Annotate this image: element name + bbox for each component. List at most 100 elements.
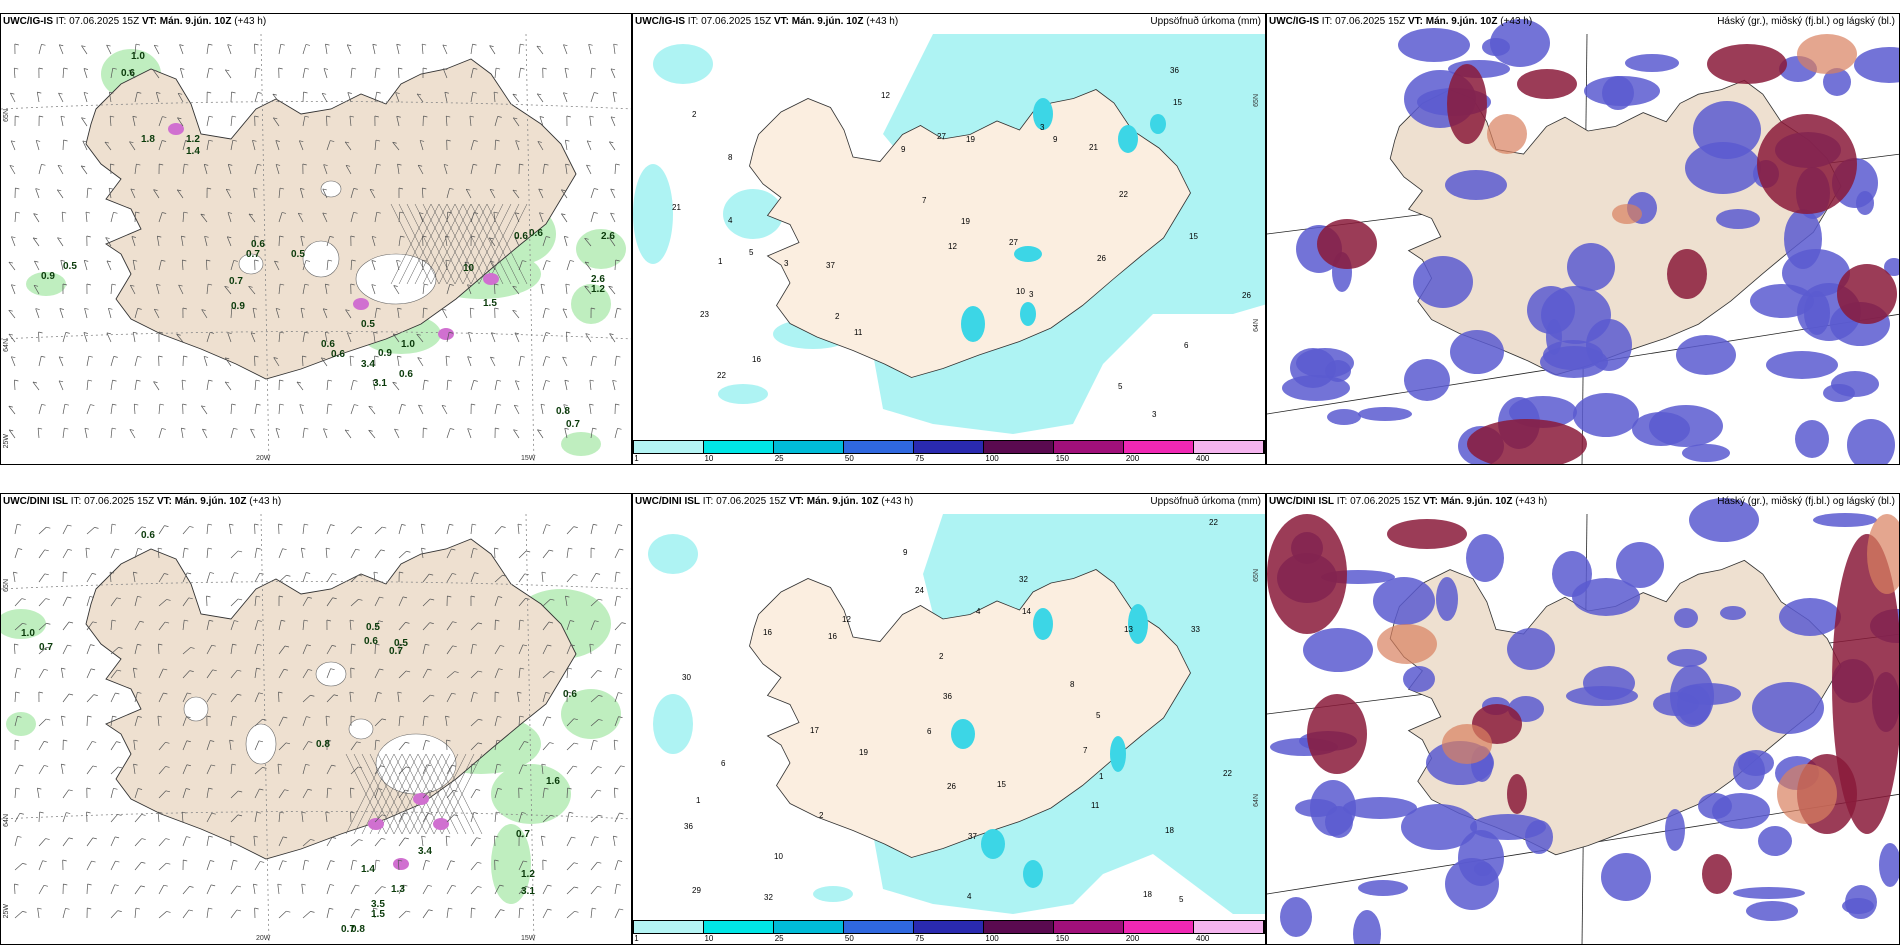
wind-barb-flag bbox=[69, 838, 73, 839]
wind-value-label: 0.6 bbox=[563, 689, 577, 700]
high-cloud-area bbox=[1282, 375, 1350, 401]
precip-value-label: 36 bbox=[684, 822, 693, 831]
wind-barb bbox=[471, 862, 477, 870]
glacier-area bbox=[184, 697, 208, 721]
wind-barb bbox=[303, 44, 306, 54]
wind-barb bbox=[9, 262, 15, 270]
wind-barb bbox=[373, 44, 375, 54]
wind-barb bbox=[567, 527, 574, 534]
wind-barb-flag bbox=[286, 911, 290, 912]
wind-value-label: 0.6 bbox=[399, 369, 413, 380]
wind-barb-flag bbox=[88, 188, 92, 189]
lon-label: 25W bbox=[3, 904, 10, 918]
wind-barb bbox=[279, 861, 283, 870]
wind-barb-flag bbox=[546, 332, 550, 333]
wind-barb bbox=[86, 548, 87, 558]
wind-barb-flag bbox=[39, 332, 43, 333]
wind-barb-flag bbox=[237, 910, 241, 911]
precip-value-label: 3 bbox=[1152, 410, 1157, 419]
precip-value-label: 12 bbox=[881, 91, 890, 100]
wind-barb bbox=[87, 838, 93, 846]
wind-barb bbox=[63, 68, 64, 78]
wind-barb-flag bbox=[593, 356, 597, 357]
wind-barb bbox=[563, 93, 567, 102]
wind-barb bbox=[303, 428, 304, 438]
wind-barb bbox=[253, 884, 255, 894]
wind-barb bbox=[63, 140, 64, 150]
wind-barb bbox=[297, 382, 303, 390]
wind-barb bbox=[39, 356, 41, 366]
wind-barb-flag bbox=[208, 908, 212, 909]
wind-barb-flag bbox=[598, 767, 602, 768]
wind-barb bbox=[519, 551, 526, 558]
panel-header: UWC/DINI ISL IT: 07.06.2025 15Z VT: Mán.… bbox=[635, 496, 913, 507]
legend-tick-label: 1 bbox=[634, 934, 638, 943]
precip-value-label: 19 bbox=[859, 748, 868, 757]
wind-barb-flag bbox=[397, 44, 401, 45]
wind-barb-flag bbox=[545, 308, 549, 309]
precip-value-label: 1 bbox=[696, 796, 701, 805]
wind-barb-flag bbox=[549, 550, 553, 551]
wind-barb bbox=[39, 404, 42, 414]
wind-barb-flag bbox=[160, 404, 164, 405]
wind-barb bbox=[87, 380, 88, 390]
precip-value-label: 29 bbox=[692, 886, 701, 895]
wind-barb-flag bbox=[68, 549, 72, 550]
wind-barb-flag bbox=[89, 356, 93, 357]
wind-barb-flag bbox=[64, 68, 68, 69]
wind-barb-flag bbox=[617, 644, 621, 645]
wind-barb bbox=[399, 911, 406, 918]
wind-barb-flag bbox=[569, 812, 573, 813]
wind-barb-flag bbox=[115, 693, 119, 694]
wind-barb bbox=[63, 622, 69, 630]
wind-barb-flag bbox=[15, 188, 19, 189]
wind-barb bbox=[567, 911, 574, 918]
wind-barb-flag bbox=[209, 380, 213, 381]
wind-barb bbox=[279, 404, 280, 414]
wind-barb-flag bbox=[66, 813, 70, 814]
glacier-area bbox=[316, 662, 346, 686]
wind-barb bbox=[39, 550, 45, 558]
wind-barb-flag bbox=[112, 428, 116, 429]
precip-map-top: 351026816372127 9511122723261921223619222… bbox=[633, 14, 1266, 465]
wind-barb bbox=[447, 524, 449, 534]
wind-barb bbox=[490, 46, 495, 54]
wind-barb-flag bbox=[184, 548, 188, 549]
wind-barb-flag bbox=[306, 573, 310, 574]
wind-barb bbox=[614, 44, 615, 54]
wind-barb-flag bbox=[43, 861, 47, 862]
wind-barb-flag bbox=[232, 92, 236, 93]
wind-barb bbox=[537, 430, 543, 438]
wind-value-label: 1.6 bbox=[546, 776, 560, 787]
wind-barb bbox=[543, 525, 546, 534]
wind-barb-flag bbox=[382, 527, 386, 528]
wind-barb-flag bbox=[253, 884, 257, 885]
wind-barb bbox=[303, 92, 304, 102]
wind-barb-flag bbox=[44, 669, 48, 670]
wind-value-label: 0.6 bbox=[364, 636, 378, 647]
lon-label: 20W bbox=[256, 455, 270, 462]
wind-barb-flag bbox=[234, 428, 238, 429]
precip-value-label: 11 bbox=[854, 328, 863, 337]
wind-barb bbox=[591, 790, 597, 798]
high-cloud-area bbox=[1879, 843, 1900, 887]
wind-barb-flag bbox=[567, 116, 571, 117]
wind-barb bbox=[347, 45, 351, 54]
wind-barb bbox=[15, 765, 19, 774]
legend-swatch bbox=[1054, 921, 1124, 933]
wind-barb bbox=[514, 405, 519, 414]
wind-barb-flag bbox=[283, 549, 287, 550]
wind-barb bbox=[11, 141, 15, 150]
wind-barb bbox=[180, 68, 183, 78]
legend-swatch bbox=[1124, 441, 1194, 453]
wind-barb bbox=[327, 861, 331, 870]
wind-barb-flag bbox=[478, 886, 482, 887]
panel-top-precip: UWC/IG-IS IT: 07.06.2025 15Z VT: Mán. 9.… bbox=[632, 13, 1266, 465]
wind-barb bbox=[615, 623, 622, 630]
wind-barb bbox=[87, 573, 92, 582]
low-cloud-area bbox=[1377, 624, 1437, 664]
wind-barb-flag bbox=[16, 788, 20, 789]
mid-cloud-area bbox=[1837, 264, 1897, 324]
wind-barb-flag bbox=[209, 836, 213, 837]
wind-barb-flag bbox=[426, 860, 430, 861]
